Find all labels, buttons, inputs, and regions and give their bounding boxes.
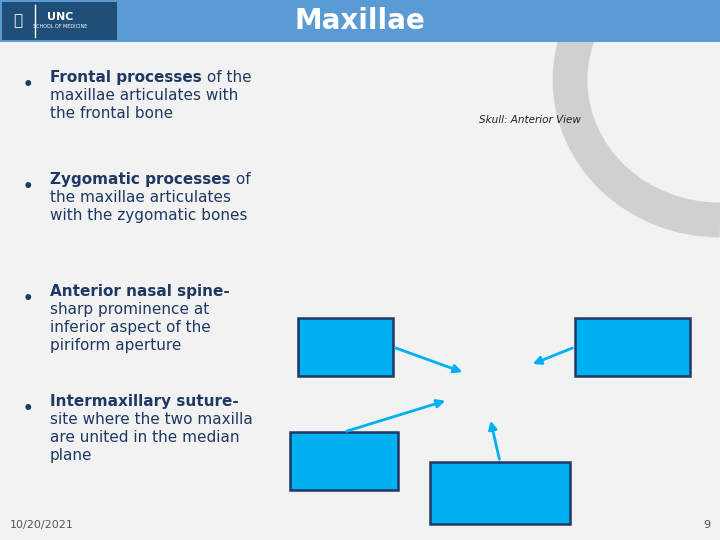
- Text: Maxillae: Maxillae: [294, 7, 426, 35]
- Text: •: •: [23, 76, 33, 94]
- Text: sharp prominence at: sharp prominence at: [50, 302, 210, 317]
- Text: •: •: [23, 290, 33, 308]
- Bar: [0, 0, 720, 42]
- Bar: [298, 318, 393, 376]
- Bar: [430, 462, 570, 524]
- Text: 10/20/2021: 10/20/2021: [10, 520, 74, 530]
- Text: with the zygomatic bones: with the zygomatic bones: [50, 208, 248, 223]
- Text: of: of: [230, 172, 251, 187]
- Text: •: •: [23, 178, 33, 196]
- Text: maxillae articulates with: maxillae articulates with: [50, 88, 238, 103]
- Text: Skull: Anterior View: Skull: Anterior View: [479, 115, 581, 125]
- Text: piriform aperture: piriform aperture: [50, 338, 181, 353]
- Text: of the: of the: [202, 70, 251, 85]
- Text: Intermaxillary suture-: Intermaxillary suture-: [50, 394, 239, 409]
- Text: Frontal processes: Frontal processes: [50, 70, 202, 85]
- Bar: [2, 2, 117, 40]
- Text: inferior aspect of the: inferior aspect of the: [50, 320, 211, 335]
- Text: SCHOOL OF MEDICINE: SCHOOL OF MEDICINE: [33, 24, 87, 30]
- Text: plane: plane: [50, 448, 92, 463]
- Text: UNC: UNC: [47, 12, 73, 22]
- Bar: [290, 432, 398, 490]
- Bar: [575, 318, 690, 376]
- Text: 9: 9: [703, 520, 710, 530]
- Text: the maxillae articulates: the maxillae articulates: [50, 190, 231, 205]
- Text: site where the two maxilla: site where the two maxilla: [50, 412, 253, 427]
- Text: •: •: [23, 400, 33, 418]
- Text: Anterior nasal spine-: Anterior nasal spine-: [50, 284, 230, 299]
- Text: the frontal bone: the frontal bone: [50, 106, 173, 121]
- Text: are united in the median: are united in the median: [50, 430, 240, 445]
- Text: ⛪: ⛪: [14, 14, 22, 29]
- Text: Zygomatic processes: Zygomatic processes: [50, 172, 230, 187]
